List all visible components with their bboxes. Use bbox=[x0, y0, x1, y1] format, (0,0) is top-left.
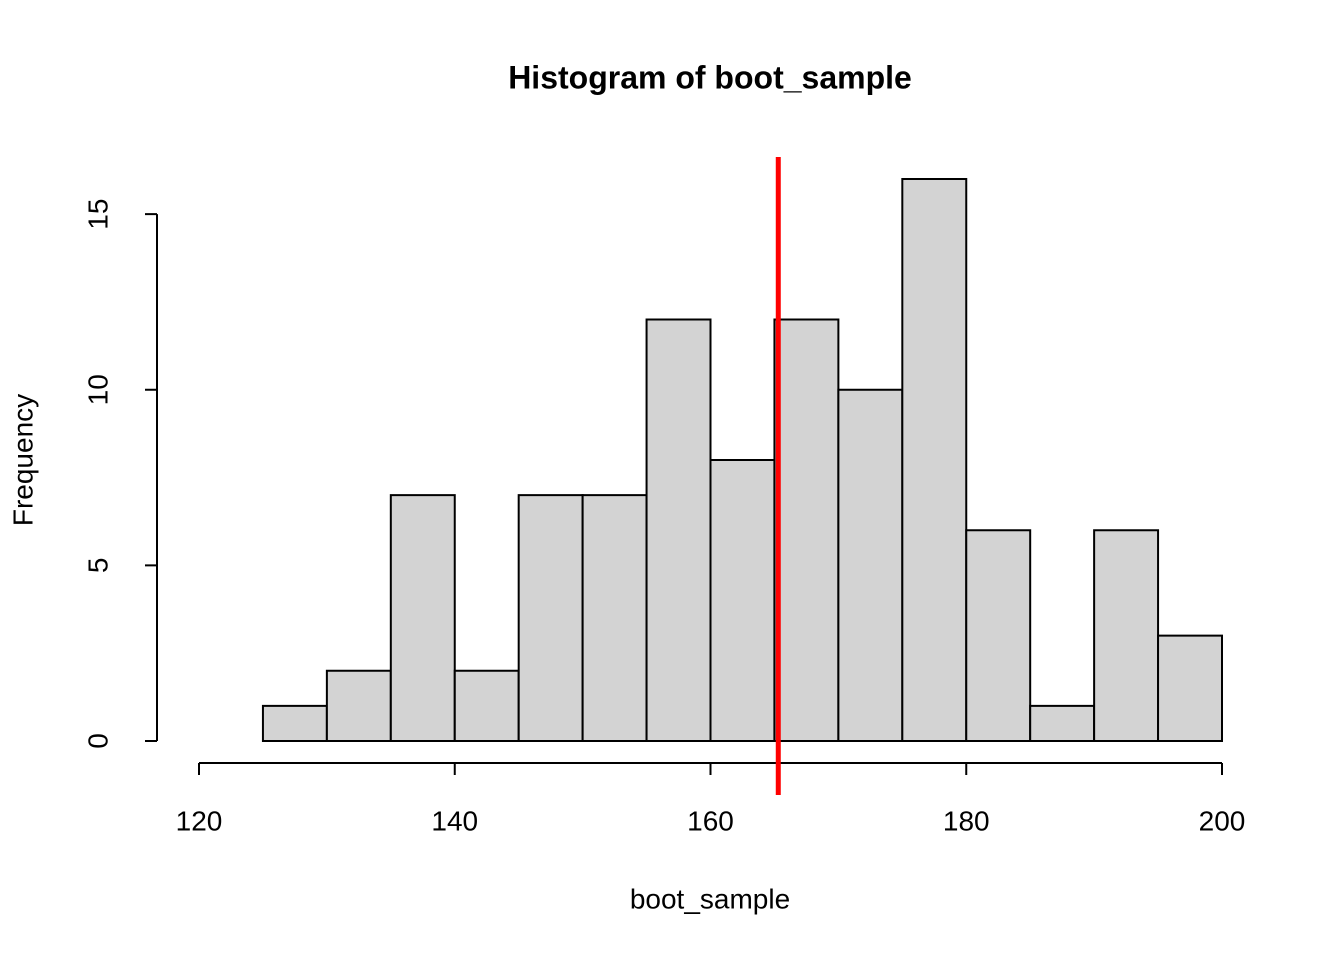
x-tick-label: 200 bbox=[1199, 805, 1246, 836]
bar bbox=[581, 494, 648, 742]
bar bbox=[517, 494, 584, 742]
bar bbox=[1093, 529, 1160, 742]
bar bbox=[965, 529, 1032, 742]
y-axis-label: Frequency bbox=[7, 394, 38, 526]
y-tick-label: 5 bbox=[82, 558, 113, 574]
bar bbox=[389, 494, 456, 742]
bar bbox=[773, 318, 840, 742]
bar bbox=[1029, 704, 1096, 742]
y-tick-label: 10 bbox=[82, 374, 113, 405]
bar bbox=[709, 459, 776, 742]
bar bbox=[645, 318, 712, 742]
x-tick-label: 180 bbox=[943, 805, 990, 836]
x-tick-label: 120 bbox=[176, 805, 223, 836]
bar bbox=[261, 704, 328, 742]
bar bbox=[901, 178, 968, 742]
bar bbox=[453, 669, 520, 742]
y-tick-label: 0 bbox=[82, 733, 113, 749]
x-axis-label: boot_sample bbox=[630, 883, 790, 914]
x-tick-label: 140 bbox=[431, 805, 478, 836]
x-tick-label: 160 bbox=[687, 805, 734, 836]
bar bbox=[1157, 634, 1223, 742]
bar bbox=[837, 388, 904, 742]
bar bbox=[325, 669, 392, 742]
y-tick-label: 15 bbox=[82, 199, 113, 230]
chart-title: Histogram of boot_sample bbox=[508, 59, 912, 95]
